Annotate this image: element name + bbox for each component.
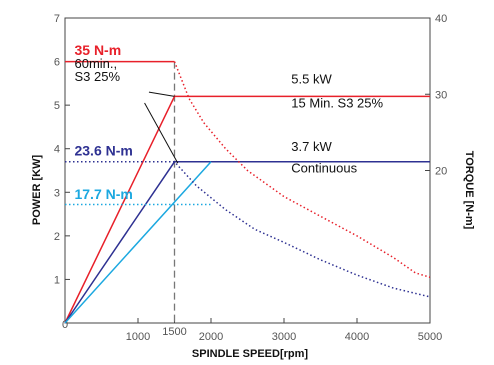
annotation-torque-23-6: 23.6 N-m [74, 142, 132, 158]
annotation-torque-35: 35 N-m [74, 42, 121, 58]
y-right-tick-label: 30 [435, 89, 447, 101]
series-torque-continuous [65, 161, 431, 298]
y-left-tick-label: 6 [54, 57, 60, 69]
y-left-tick-label: 3 [54, 187, 60, 199]
x-tick-label: 3000 [272, 331, 296, 343]
y-right-tick-label: 20 [435, 166, 447, 178]
x-tick-label: 5000 [418, 331, 442, 343]
origin-label: 0 [62, 319, 68, 331]
series-power-cyan [64, 161, 212, 324]
y-right-tick-label: 40 [435, 13, 447, 25]
annotation-torque-17-7: 17.7 N-m [74, 186, 132, 202]
x-tick-label: 1000 [126, 331, 150, 343]
annotation-label-15min: 15 Min. S3 25% [291, 95, 383, 110]
series-power-15min [64, 95, 430, 324]
annotation-label-60min-line2: S3 25% [74, 69, 120, 84]
annotation-pointer [148, 91, 175, 97]
annotation-pointer [144, 102, 179, 164]
y-left-tick-label: 2 [54, 231, 60, 243]
y-axis-right-title: TORQUE [N-m] [463, 151, 475, 230]
y-left-tick-label: 4 [54, 144, 60, 156]
x-tick-label: 2000 [199, 331, 223, 343]
y-left-tick-label: 5 [54, 100, 60, 112]
y-left-tick-label: 7 [54, 13, 60, 25]
x-axis-title: SPINDLE SPEED[rpm] [192, 348, 308, 360]
y-left-tick-label: 1 [54, 274, 60, 286]
x-tick-label: 1500 [162, 326, 186, 338]
annotation-label-55kw: 5.5 kW [291, 71, 332, 86]
annotation-label-continuous: Continuous [291, 161, 357, 176]
y-axis-left-title: POWER [KW] [31, 155, 43, 226]
annotation-label-37kw: 3.7 kW [291, 139, 332, 154]
x-tick-label: 4000 [345, 331, 369, 343]
annotation-label-60min-line1: 60min., [74, 56, 117, 71]
